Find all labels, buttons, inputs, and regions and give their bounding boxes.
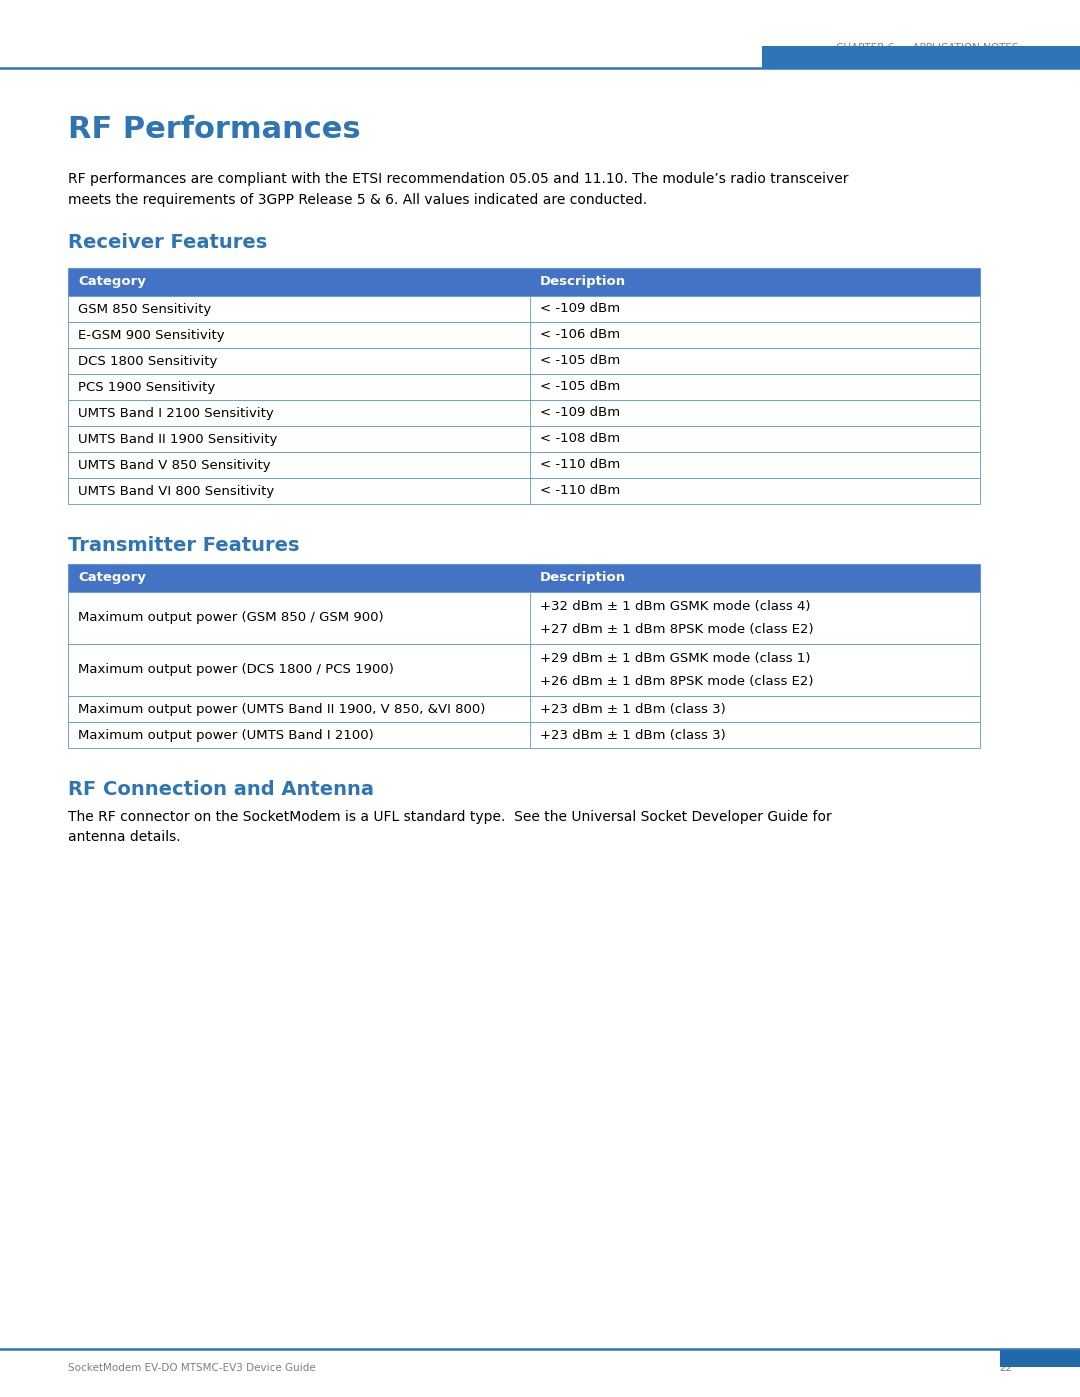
Bar	[68, 644, 980, 696]
Text: Category: Category	[78, 571, 146, 584]
Text: CHAPTER 6  –  APPLICATION NOTES: CHAPTER 6 – APPLICATION NOTES	[836, 43, 1018, 53]
Text: E-GSM 900 Sensitivity: E-GSM 900 Sensitivity	[78, 328, 225, 341]
Text: +23 dBm ± 1 dBm (class 3): +23 dBm ± 1 dBm (class 3)	[540, 728, 726, 742]
Text: 22: 22	[999, 1363, 1012, 1373]
Text: antenna details.: antenna details.	[68, 830, 180, 844]
Bar	[68, 722, 980, 747]
Bar	[68, 564, 980, 592]
Text: The RF connector on the SocketModem is a UFL standard type.  See the Universal S: The RF connector on the SocketModem is a…	[68, 810, 832, 824]
Text: < -110 dBm: < -110 dBm	[540, 458, 620, 472]
Bar	[68, 348, 980, 374]
Text: +26 dBm ± 1 dBm 8PSK mode (class E2): +26 dBm ± 1 dBm 8PSK mode (class E2)	[540, 675, 813, 687]
Bar	[68, 374, 980, 400]
Text: GSM 850 Sensitivity: GSM 850 Sensitivity	[78, 303, 212, 316]
Text: Maximum output power (UMTS Band I 2100): Maximum output power (UMTS Band I 2100)	[78, 728, 374, 742]
Bar	[68, 268, 980, 296]
Text: RF performances are compliant with the ETSI recommendation 05.05 and 11.10. The : RF performances are compliant with the E…	[68, 172, 849, 186]
Bar	[68, 453, 980, 478]
Text: +29 dBm ± 1 dBm GSMK mode (class 1): +29 dBm ± 1 dBm GSMK mode (class 1)	[540, 652, 810, 665]
Bar	[68, 592, 980, 644]
Bar	[68, 478, 980, 504]
Text: +27 dBm ± 1 dBm 8PSK mode (class E2): +27 dBm ± 1 dBm 8PSK mode (class E2)	[540, 623, 813, 636]
Text: < -109 dBm: < -109 dBm	[540, 303, 620, 316]
Text: Maximum output power (GSM 850 / GSM 900): Maximum output power (GSM 850 / GSM 900)	[78, 612, 383, 624]
Text: DCS 1800 Sensitivity: DCS 1800 Sensitivity	[78, 355, 217, 367]
Bar	[68, 400, 980, 426]
Text: PCS 1900 Sensitivity: PCS 1900 Sensitivity	[78, 380, 215, 394]
Bar	[68, 296, 980, 321]
Text: RF Performances: RF Performances	[68, 115, 361, 144]
Text: UMTS Band I 2100 Sensitivity: UMTS Band I 2100 Sensitivity	[78, 407, 273, 419]
Text: UMTS Band V 850 Sensitivity: UMTS Band V 850 Sensitivity	[78, 458, 271, 472]
Text: meets the requirements of 3GPP Release 5 & 6. All values indicated are conducted: meets the requirements of 3GPP Release 5…	[68, 193, 647, 207]
Bar	[68, 696, 980, 722]
Text: < -105 dBm: < -105 dBm	[540, 380, 620, 394]
Bar	[68, 268, 980, 296]
Bar	[762, 46, 1080, 68]
Text: +32 dBm ± 1 dBm GSMK mode (class 4): +32 dBm ± 1 dBm GSMK mode (class 4)	[540, 601, 810, 613]
Text: RF Connection and Antenna: RF Connection and Antenna	[68, 780, 374, 799]
Bar	[68, 426, 980, 453]
Bar	[68, 321, 980, 348]
Text: < -108 dBm: < -108 dBm	[540, 433, 620, 446]
Text: +23 dBm ± 1 dBm (class 3): +23 dBm ± 1 dBm (class 3)	[540, 703, 726, 715]
Text: < -106 dBm: < -106 dBm	[540, 328, 620, 341]
Text: Maximum output power (UMTS Band II 1900, V 850, &VI 800): Maximum output power (UMTS Band II 1900,…	[78, 703, 485, 715]
Text: < -105 dBm: < -105 dBm	[540, 355, 620, 367]
Text: Receiver Features: Receiver Features	[68, 233, 267, 251]
Text: < -110 dBm: < -110 dBm	[540, 485, 620, 497]
Text: Maximum output power (DCS 1800 / PCS 1900): Maximum output power (DCS 1800 / PCS 190…	[78, 664, 394, 676]
Bar	[1000, 1350, 1080, 1368]
Text: Description: Description	[540, 571, 626, 584]
Bar	[68, 564, 980, 592]
Text: UMTS Band II 1900 Sensitivity: UMTS Band II 1900 Sensitivity	[78, 433, 278, 446]
Text: Category: Category	[78, 275, 146, 289]
Text: SocketModem EV-DO MTSMC-EV3 Device Guide: SocketModem EV-DO MTSMC-EV3 Device Guide	[68, 1363, 315, 1373]
Text: Description: Description	[540, 275, 626, 289]
Text: UMTS Band VI 800 Sensitivity: UMTS Band VI 800 Sensitivity	[78, 485, 274, 497]
Text: Transmitter Features: Transmitter Features	[68, 536, 299, 555]
Text: < -109 dBm: < -109 dBm	[540, 407, 620, 419]
